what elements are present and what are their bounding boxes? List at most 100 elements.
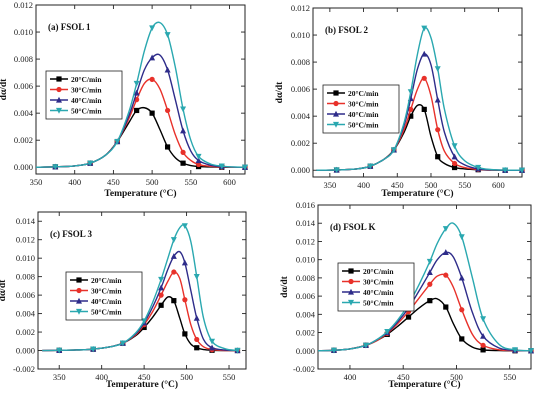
y-tick-label: 0.008 [291, 57, 310, 67]
plot-frame [35, 4, 246, 175]
data-point [158, 284, 165, 291]
data-point [170, 253, 177, 259]
panel-title: (c) FSOL 3 [50, 229, 92, 239]
legend-marker [76, 297, 82, 304]
legend-label: 30°C/min [91, 286, 122, 295]
data-point [458, 234, 465, 241]
legend-label: 40°C/min [71, 96, 102, 105]
data-point [443, 304, 449, 310]
data-point [426, 258, 433, 265]
y-tick-label: 0.010 [296, 255, 315, 265]
data-point [480, 333, 487, 339]
data-point [218, 163, 225, 170]
data-point [180, 149, 186, 155]
data-point [459, 307, 465, 313]
chart-panel-4: 400 450 500 550 -0.002 0.000 0.002 0.004 0.006 0.… [280, 200, 534, 390]
data-point [119, 340, 126, 347]
data-point [480, 342, 486, 348]
data-point [333, 167, 340, 174]
x-tick-label: 500 [450, 372, 463, 382]
y-tick-label: 0.016 [296, 200, 315, 210]
chart-panel-2: 350 400 450 500 550 600 0.000 0.002 0.004 0.006 0.… [275, 3, 525, 199]
y-tick-label: 0.004 [296, 309, 316, 319]
data-point [56, 347, 63, 354]
plot-frame [37, 211, 247, 370]
y-tick-label: 0.000 [291, 165, 310, 175]
data-point [180, 127, 187, 134]
y-tick-label: 0.002 [291, 138, 310, 148]
y-axis-label: dα/dt [280, 275, 290, 298]
legend-marker [76, 308, 82, 315]
y-tick-label: 0.006 [14, 81, 33, 91]
data-point [170, 237, 177, 243]
y-axis-label: dα/dt [275, 81, 285, 104]
data-point [180, 160, 186, 166]
y-tick-label: -0.002 [13, 364, 35, 374]
x-tick-label: 350 [30, 177, 43, 187]
legend-label: 40°C/min [91, 297, 122, 306]
y-tick-label: 0.014 [16, 216, 36, 226]
data-point [435, 154, 441, 160]
panel-title: (a) FSOL 1 [48, 22, 91, 32]
y-tick-label: 0.002 [14, 135, 33, 145]
legend-label: 40°C/min [348, 110, 379, 119]
data-point [475, 164, 482, 171]
legend-marker [333, 90, 339, 96]
data-point [141, 318, 148, 325]
y-tick-label: 0.002 [16, 327, 35, 337]
data-point [141, 324, 147, 331]
y-tick-label: 0.008 [14, 54, 33, 64]
data-point [421, 50, 428, 57]
y-axis-label: dα/dt [0, 279, 8, 302]
data-point [434, 96, 441, 103]
y-tick-label: 0.008 [296, 273, 315, 283]
data-point [459, 336, 465, 342]
panel-title: (b) FSOL 2 [325, 25, 369, 35]
plot-frame [317, 204, 532, 370]
legend-marker [333, 110, 339, 117]
y-tick-label: 0.000 [16, 346, 35, 356]
data-point [408, 113, 414, 119]
data-point [330, 347, 337, 354]
x-tick-label: 400 [344, 372, 357, 382]
data-point [90, 346, 97, 353]
data-point [171, 298, 177, 304]
data-point [164, 32, 171, 38]
x-tick-label: 450 [397, 372, 410, 382]
x-tick-label: 400 [95, 372, 108, 382]
data-point [442, 249, 449, 255]
data-point [171, 269, 177, 275]
x-tick-label: 550 [223, 372, 236, 382]
data-point [512, 347, 519, 354]
data-point [451, 160, 458, 167]
data-point [390, 147, 397, 154]
y-tick-label: 0.006 [296, 291, 315, 301]
y-tick-label: 0.006 [291, 84, 310, 94]
y-tick-label: 0.002 [296, 328, 315, 338]
legend-label: 20°C/min [71, 75, 102, 84]
data-point [443, 272, 449, 278]
y-tick-label: 0.004 [16, 309, 36, 319]
data-point [195, 161, 202, 168]
data-point [451, 143, 458, 150]
x-axis-label: Temperature (°C) [381, 188, 453, 199]
x-tick-label: 450 [107, 177, 120, 187]
legend-label: 20°C/min [363, 267, 394, 276]
y-tick-label: 0.004 [291, 111, 311, 121]
y-tick-label: -0.002 [293, 364, 315, 374]
x-tick-label: 350 [53, 372, 66, 382]
data-point [458, 274, 465, 281]
legend-marker [56, 96, 62, 103]
data-point [194, 345, 200, 351]
data-point [149, 54, 156, 61]
x-axis-label: Temperature (°C) [106, 379, 178, 390]
legend-marker [348, 288, 354, 295]
legend-marker [76, 287, 82, 294]
legend-marker [56, 76, 62, 82]
y-tick-label: 0.012 [291, 3, 310, 13]
data-point [421, 25, 428, 32]
data-point [182, 297, 188, 303]
legend-label: 40°C/min [363, 288, 394, 297]
data-point [502, 167, 509, 174]
